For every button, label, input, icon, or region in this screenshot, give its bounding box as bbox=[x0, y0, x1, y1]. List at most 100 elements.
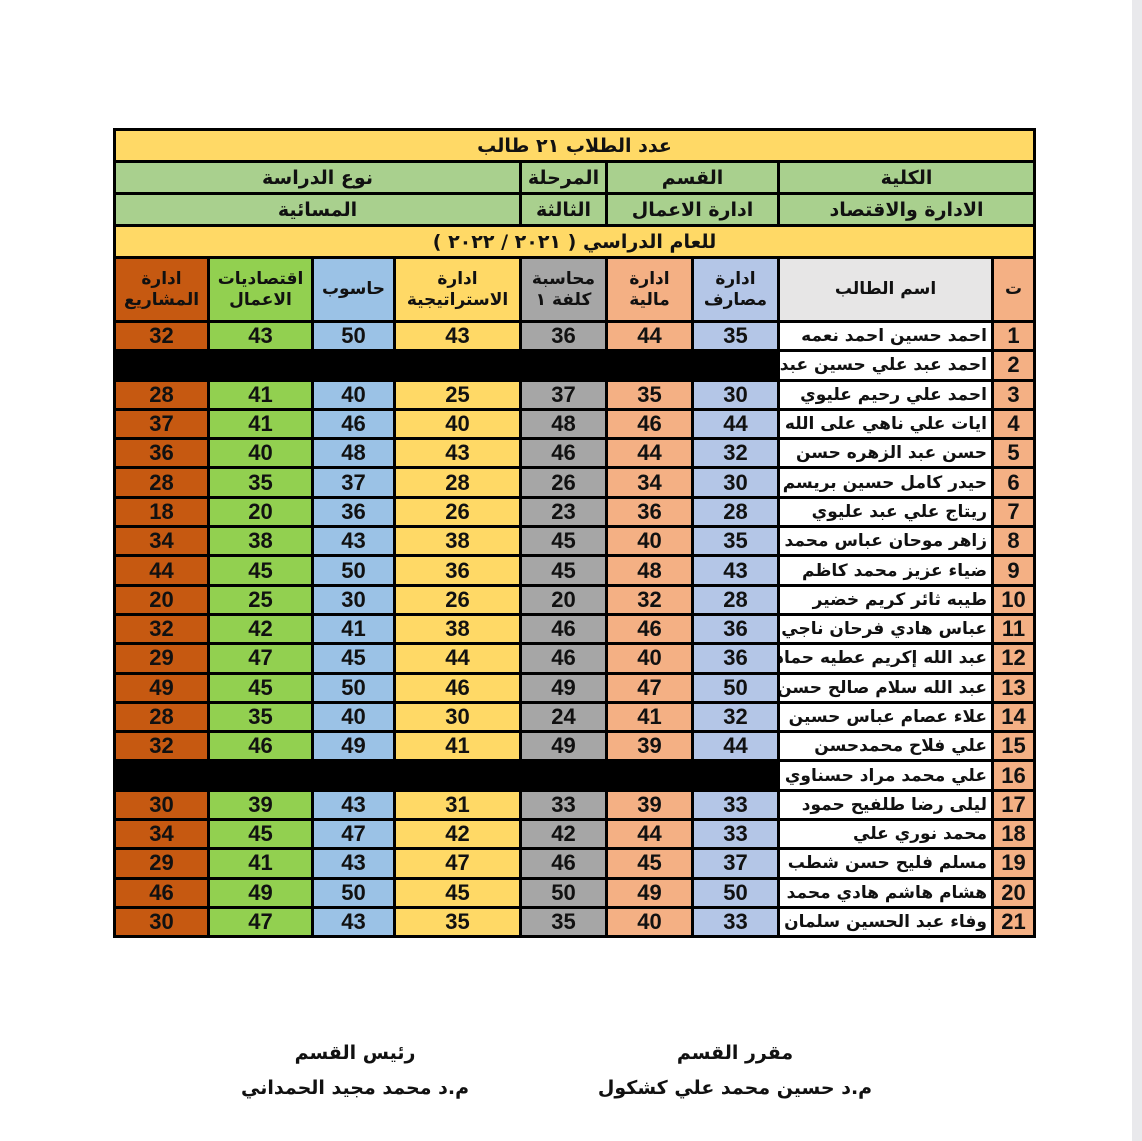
row-index: 10 bbox=[991, 583, 1036, 616]
header-strategic-mgmt: ادارة الاستراتيجية bbox=[393, 256, 522, 323]
mark-project-mgmt: 29 bbox=[113, 642, 210, 675]
student-name: حسن عبد الزهره حسن bbox=[777, 437, 994, 470]
mark-computer: 50 bbox=[311, 671, 396, 704]
mark-project-mgmt: 36 bbox=[113, 437, 210, 470]
mark-computer: 46 bbox=[311, 407, 396, 441]
mark-financial-mgmt: 46 bbox=[605, 407, 694, 441]
student-name: ليلى رضا طلفيح حمود bbox=[777, 788, 994, 822]
mark-cost-accounting: 46 bbox=[519, 612, 608, 646]
mark-computer: 40 bbox=[311, 378, 396, 411]
college-label: الكلية bbox=[777, 160, 1036, 195]
mark-business-economics: 41 bbox=[207, 847, 314, 880]
row-index: 14 bbox=[991, 700, 1036, 734]
mark-business-economics: 47 bbox=[207, 905, 314, 939]
student-name: علاء عصام عباس حسين bbox=[777, 700, 994, 734]
mark-financial-mgmt: 41 bbox=[605, 700, 694, 734]
student-name: وفاء عبد الحسين سلمان bbox=[777, 905, 994, 939]
mark-project-mgmt: 28 bbox=[113, 700, 210, 734]
table-row: 1 احمد حسين احمد نعمه 35 44 36 43 50 43 32 bbox=[113, 319, 1036, 353]
table-title: عدد الطلاب ٢١ طالب bbox=[113, 128, 1036, 163]
student-name: مسلم فليح حسن شطب bbox=[777, 847, 994, 880]
student-name: احمد حسين احمد نعمه bbox=[777, 319, 994, 353]
student-name: هشام هاشم هادي محمد bbox=[777, 876, 994, 909]
grades-table: عدد الطلاب ٢١ طالب الكلية القسم المرحلة … bbox=[113, 128, 1036, 939]
mark-project-mgmt: 32 bbox=[113, 730, 210, 763]
mark-banking-mgmt: 35 bbox=[691, 525, 780, 558]
row-index: 12 bbox=[991, 642, 1036, 675]
mark-strategic-mgmt: 38 bbox=[393, 525, 522, 558]
student-name: عبد الله إكريم عطيه حمادي bbox=[777, 642, 994, 675]
mark-banking-mgmt: 35 bbox=[691, 319, 780, 353]
row-index: 15 bbox=[991, 730, 1036, 763]
header-computer: حاسوب bbox=[311, 256, 396, 323]
mark-strategic-mgmt: 36 bbox=[393, 554, 522, 587]
row-index: 7 bbox=[991, 495, 1036, 529]
mark-business-economics: 20 bbox=[207, 495, 314, 529]
mark-cost-accounting: 26 bbox=[519, 466, 608, 499]
academic-year: للعام الدراسي ( ٢٠٢١ / ٢٠٢٢ ) bbox=[113, 224, 1036, 259]
mark-project-mgmt: 32 bbox=[113, 612, 210, 646]
mark-financial-mgmt: 44 bbox=[605, 437, 694, 470]
mark-business-economics: 49 bbox=[207, 876, 314, 909]
mark-strategic-mgmt: 35 bbox=[393, 905, 522, 939]
mark-cost-accounting: 35 bbox=[519, 905, 608, 939]
mark-cost-accounting: 23 bbox=[519, 495, 608, 529]
mark-business-economics: 45 bbox=[207, 671, 314, 704]
student-name: طيبه ثائر كريم خضير bbox=[777, 583, 994, 616]
mark-banking-mgmt: 33 bbox=[691, 788, 780, 822]
mark-strategic-mgmt: 28 bbox=[393, 466, 522, 499]
mark-project-mgmt: 34 bbox=[113, 525, 210, 558]
header-cost-accounting: محاسبة كلفة ١ bbox=[519, 256, 608, 323]
mark-business-economics: 46 bbox=[207, 730, 314, 763]
mark-cost-accounting: 46 bbox=[519, 847, 608, 880]
mark-computer: 41 bbox=[311, 612, 396, 646]
mark-financial-mgmt: 46 bbox=[605, 612, 694, 646]
row-index: 19 bbox=[991, 847, 1036, 880]
mark-cost-accounting: 45 bbox=[519, 525, 608, 558]
student-name: علي محمد مراد حسناوي bbox=[777, 759, 994, 792]
row-index: 3 bbox=[991, 378, 1036, 411]
mark-computer: 47 bbox=[311, 818, 396, 851]
mark-financial-mgmt: 48 bbox=[605, 554, 694, 587]
student-name: زاهر موحان عباس محمد bbox=[777, 525, 994, 558]
mark-computer: 43 bbox=[311, 847, 396, 880]
mark-cost-accounting: 45 bbox=[519, 554, 608, 587]
blank-marks bbox=[113, 759, 780, 792]
table-row: 4 ايات علي ناهي على الله 44 46 48 40 46 41 37 bbox=[113, 407, 1036, 441]
mark-banking-mgmt: 30 bbox=[691, 466, 780, 499]
stage-label: المرحلة bbox=[519, 160, 608, 195]
mark-business-economics: 42 bbox=[207, 612, 314, 646]
mark-banking-mgmt: 36 bbox=[691, 642, 780, 675]
mark-cost-accounting: 24 bbox=[519, 700, 608, 734]
mark-business-economics: 39 bbox=[207, 788, 314, 822]
mark-strategic-mgmt: 43 bbox=[393, 319, 522, 353]
row-index: 16 bbox=[991, 759, 1036, 792]
mark-financial-mgmt: 32 bbox=[605, 583, 694, 616]
table-row: 2 احمد عبد علي حسين عبد bbox=[113, 349, 1036, 382]
table-row: 20 هشام هاشم هادي محمد 50 49 50 45 50 49 46 bbox=[113, 876, 1036, 909]
mark-banking-mgmt: 37 bbox=[691, 847, 780, 880]
mark-banking-mgmt: 30 bbox=[691, 378, 780, 411]
table-row: 11 عباس هادي فرحان ناجي 36 46 46 38 41 42 32 bbox=[113, 612, 1036, 646]
mark-cost-accounting: 49 bbox=[519, 730, 608, 763]
stage-value: الثالثة bbox=[519, 192, 608, 227]
mark-strategic-mgmt: 46 bbox=[393, 671, 522, 704]
head-title: رئيس القسم bbox=[294, 1042, 416, 1064]
mark-computer: 43 bbox=[311, 905, 396, 939]
department-value: ادارة الاعمال bbox=[605, 192, 780, 227]
mark-banking-mgmt: 50 bbox=[691, 876, 780, 909]
mark-financial-mgmt: 49 bbox=[605, 876, 694, 909]
mark-computer: 50 bbox=[311, 319, 396, 353]
mark-business-economics: 41 bbox=[207, 378, 314, 411]
mark-business-economics: 38 bbox=[207, 525, 314, 558]
mark-financial-mgmt: 36 bbox=[605, 495, 694, 529]
mark-project-mgmt: 29 bbox=[113, 847, 210, 880]
mark-project-mgmt: 30 bbox=[113, 905, 210, 939]
mark-financial-mgmt: 40 bbox=[605, 905, 694, 939]
mark-project-mgmt: 28 bbox=[113, 378, 210, 411]
mark-banking-mgmt: 43 bbox=[691, 554, 780, 587]
mark-business-economics: 45 bbox=[207, 554, 314, 587]
mark-cost-accounting: 46 bbox=[519, 437, 608, 470]
row-index: 1 bbox=[991, 319, 1036, 353]
mark-project-mgmt: 44 bbox=[113, 554, 210, 587]
